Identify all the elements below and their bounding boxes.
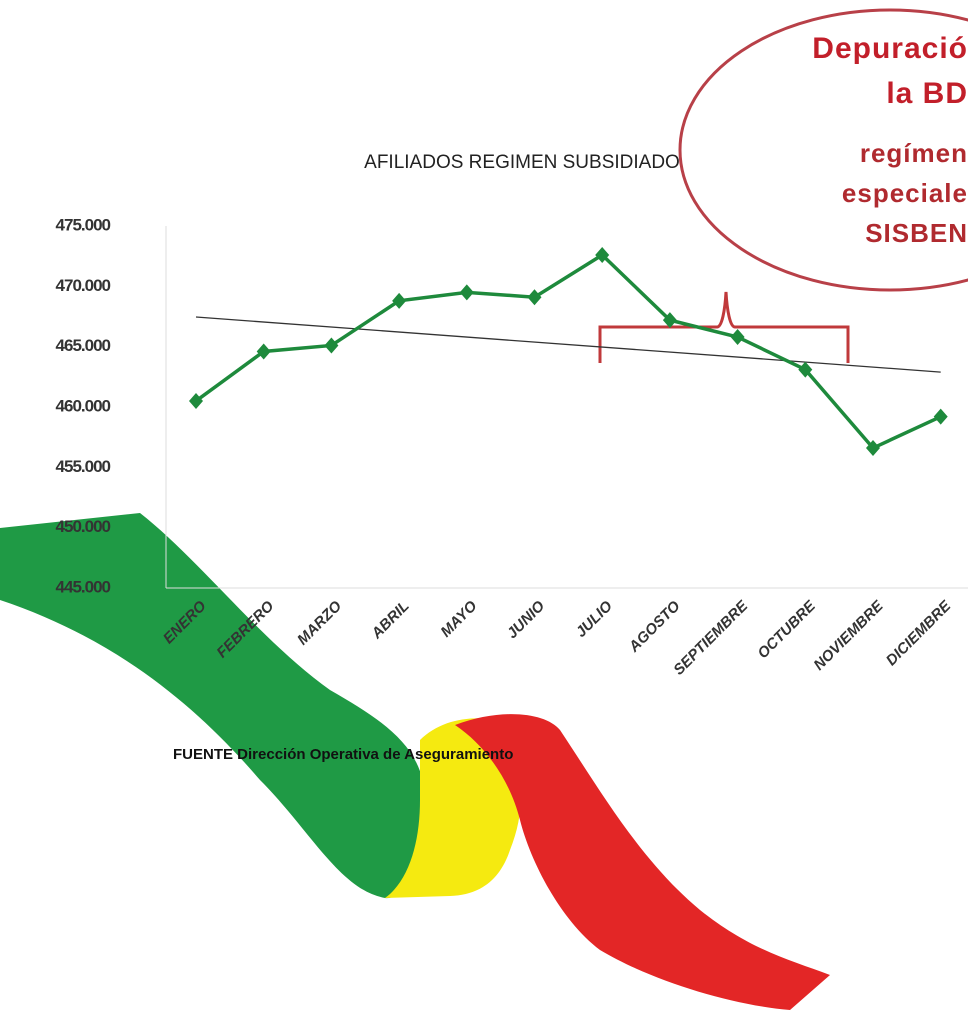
series-line	[194, 252, 942, 451]
chart-title: AFILIADOS REGIMEN SUBSIDIADO	[364, 152, 680, 173]
x-tick-label: MARZO	[294, 597, 345, 648]
data-point	[324, 337, 339, 354]
red-ribbon	[455, 714, 830, 1010]
annotation-line: especiale	[842, 178, 968, 208]
annotation-line: regímen	[860, 138, 968, 168]
data-point	[459, 284, 474, 301]
x-tick-label: ABRIL	[368, 598, 413, 643]
data-point	[595, 246, 610, 263]
annotation-line: SISBEN	[865, 218, 968, 248]
annotation-ellipse	[678, 8, 968, 292]
y-tick-label: 475.000	[56, 215, 111, 234]
y-tick-label: 450.000	[56, 517, 111, 536]
data-point	[730, 329, 745, 346]
data-point	[866, 440, 880, 457]
source: FUENTE Dirección Operativa de Aseguramie…	[173, 746, 513, 763]
x-tick-label: NOVIEMBRE	[810, 597, 887, 674]
x-tick-label: JULIO	[573, 597, 616, 640]
trendline	[195, 316, 941, 373]
x-tick-label: AGOSTO	[625, 597, 684, 656]
annotation: Depuració la BD regímen especiale SISBEN	[812, 32, 968, 248]
data-point	[662, 312, 677, 329]
data-point	[256, 343, 271, 360]
yellow-ribbon	[385, 718, 521, 898]
data-point	[189, 392, 203, 409]
y-tick-label: 445.000	[56, 577, 111, 596]
y-tick-label: 465.000	[56, 336, 111, 355]
data-point	[798, 361, 813, 378]
data-point	[392, 292, 407, 309]
data-point	[527, 289, 542, 306]
y-tick-label: 460.000	[56, 396, 111, 415]
annotation-line: la BD	[886, 77, 968, 110]
annotation-line: Depuració	[812, 32, 968, 65]
x-tick-label: MAYO	[437, 597, 480, 640]
x-tick-label: DICIEMBRE	[883, 597, 955, 669]
y-tick-label: 470.000	[56, 276, 111, 295]
data-point	[933, 408, 948, 425]
x-tick-label: JUNIO	[504, 597, 549, 642]
bracket	[598, 291, 850, 363]
x-tick-label: OCTUBRE	[754, 597, 819, 662]
green-ribbon	[0, 513, 426, 899]
y-tick-label: 455.000	[56, 457, 111, 476]
